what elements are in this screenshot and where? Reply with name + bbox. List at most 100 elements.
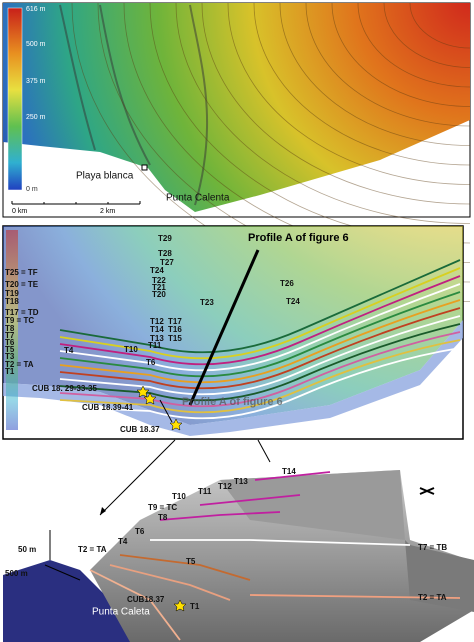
terrace-label: T3 bbox=[5, 352, 15, 361]
terrace bbox=[59, 259, 461, 354]
terrace bbox=[89, 569, 181, 641]
profile-label: Profile A of figure 6 bbox=[248, 232, 349, 244]
terrace bbox=[59, 275, 461, 366]
terrace-label: T26 bbox=[280, 279, 294, 288]
terrace-label: T28 bbox=[158, 249, 172, 258]
terrace bbox=[254, 471, 331, 481]
plateau bbox=[220, 470, 405, 540]
panel-a: 616 m 500 m 375 m 250 m 125 m 0 m 0 km 2… bbox=[2, 2, 471, 302]
terrace-label: T13 bbox=[150, 334, 164, 343]
colorbar-label: 0 m bbox=[26, 186, 38, 193]
star bbox=[143, 392, 157, 405]
terrace-label: T17 = TD bbox=[5, 308, 39, 317]
profile-line bbox=[188, 249, 260, 406]
star bbox=[173, 599, 187, 612]
scale-bar bbox=[11, 201, 141, 205]
star bbox=[169, 418, 183, 431]
terrace-label: T5 bbox=[5, 345, 15, 354]
contour bbox=[305, 2, 471, 127]
terrace-label: T4 bbox=[118, 537, 128, 546]
terrace-label: T23 bbox=[200, 298, 214, 307]
terrace-label: T2 = TA bbox=[78, 545, 107, 554]
terrace bbox=[59, 347, 461, 420]
leader bbox=[99, 439, 176, 516]
leader bbox=[257, 439, 271, 463]
terrace-label: T24 bbox=[286, 297, 300, 306]
terrace-label: T8 bbox=[158, 513, 168, 522]
place-label: Punta Caleta bbox=[92, 607, 150, 618]
terrace-label: T25 = TF bbox=[5, 268, 38, 277]
profile-label: Profile A of figure 6 bbox=[182, 396, 283, 408]
terrace bbox=[59, 331, 461, 408]
dem bbox=[3, 226, 463, 425]
sample-stars bbox=[136, 385, 183, 431]
valleys bbox=[59, 4, 209, 206]
leader bbox=[159, 399, 173, 423]
contour bbox=[201, 2, 471, 205]
terrace-label: T9 = TC bbox=[148, 503, 177, 512]
contour bbox=[383, 2, 471, 68]
terrace-label: T11 bbox=[198, 487, 212, 496]
terrace-label: T20 = TE bbox=[5, 280, 39, 289]
terrace-label: T19 bbox=[5, 289, 19, 298]
terrace-label: T27 bbox=[160, 258, 174, 267]
colorbar bbox=[6, 230, 18, 430]
terrace-label: T1 bbox=[5, 367, 15, 376]
terrace bbox=[59, 307, 461, 390]
terrace-label: T8 bbox=[5, 324, 15, 333]
scale-label: 0 km bbox=[12, 208, 27, 215]
sample-label: CUB18.37 bbox=[127, 595, 165, 604]
sample-label: CUB 18.39-41 bbox=[82, 403, 134, 412]
star bbox=[136, 385, 150, 398]
terrace-label: T14 bbox=[282, 467, 296, 476]
terrace-label: T11 bbox=[148, 341, 162, 350]
terrace-label: T6 bbox=[135, 527, 145, 536]
contour bbox=[253, 2, 471, 166]
place-label: Punta Calenta bbox=[166, 193, 230, 204]
terrace-label: T5 bbox=[186, 557, 196, 566]
terrace bbox=[159, 511, 281, 521]
terrace bbox=[59, 315, 461, 396]
terrace-label: T24 bbox=[150, 266, 164, 275]
terrace-lines bbox=[89, 471, 461, 641]
contour bbox=[409, 2, 471, 49]
terrace-label: T4 bbox=[64, 346, 74, 355]
colorbar-label: 616 m bbox=[26, 6, 46, 13]
terrace bbox=[249, 594, 461, 599]
terrace-label: T13 bbox=[234, 477, 248, 486]
terrace-label: T10 bbox=[124, 345, 138, 354]
terrace bbox=[109, 564, 231, 601]
terrace bbox=[150, 539, 411, 546]
terrace-lines bbox=[59, 259, 461, 420]
panel-b: Profile A of figure 6 Profile A of figur… bbox=[2, 225, 464, 440]
terrace-label: T15 bbox=[168, 334, 182, 343]
terrace bbox=[59, 291, 461, 378]
terrace-label: T2 = TA bbox=[418, 593, 447, 602]
sea bbox=[3, 560, 150, 642]
terrace bbox=[59, 267, 461, 360]
arrow-head bbox=[100, 507, 106, 515]
contour bbox=[227, 2, 471, 185]
terrace-label: T12 bbox=[150, 317, 164, 326]
scale-label: 500 m bbox=[5, 569, 28, 578]
terrace-label: T22 bbox=[152, 276, 166, 285]
terrace bbox=[59, 339, 461, 414]
sample-label: CUB 18. 29-33-35 bbox=[32, 384, 97, 393]
terrace bbox=[59, 299, 461, 384]
terrace-label: T2 = TA bbox=[5, 360, 34, 369]
north-arrow bbox=[419, 487, 435, 495]
dem bbox=[3, 3, 470, 212]
coast bbox=[3, 320, 463, 436]
colorbar-label: 250 m bbox=[26, 114, 46, 121]
sample-label: CUB 18.37 bbox=[120, 425, 160, 434]
terrace-label: T16 bbox=[168, 325, 182, 334]
terrace-label: T17 bbox=[168, 317, 182, 326]
scale-bar bbox=[44, 564, 81, 581]
terrace-label: T6 bbox=[146, 358, 156, 367]
terrace bbox=[199, 494, 301, 506]
terrace-label: T29 bbox=[158, 234, 172, 243]
terrace-label: T18 bbox=[5, 297, 19, 306]
contour bbox=[331, 2, 471, 107]
